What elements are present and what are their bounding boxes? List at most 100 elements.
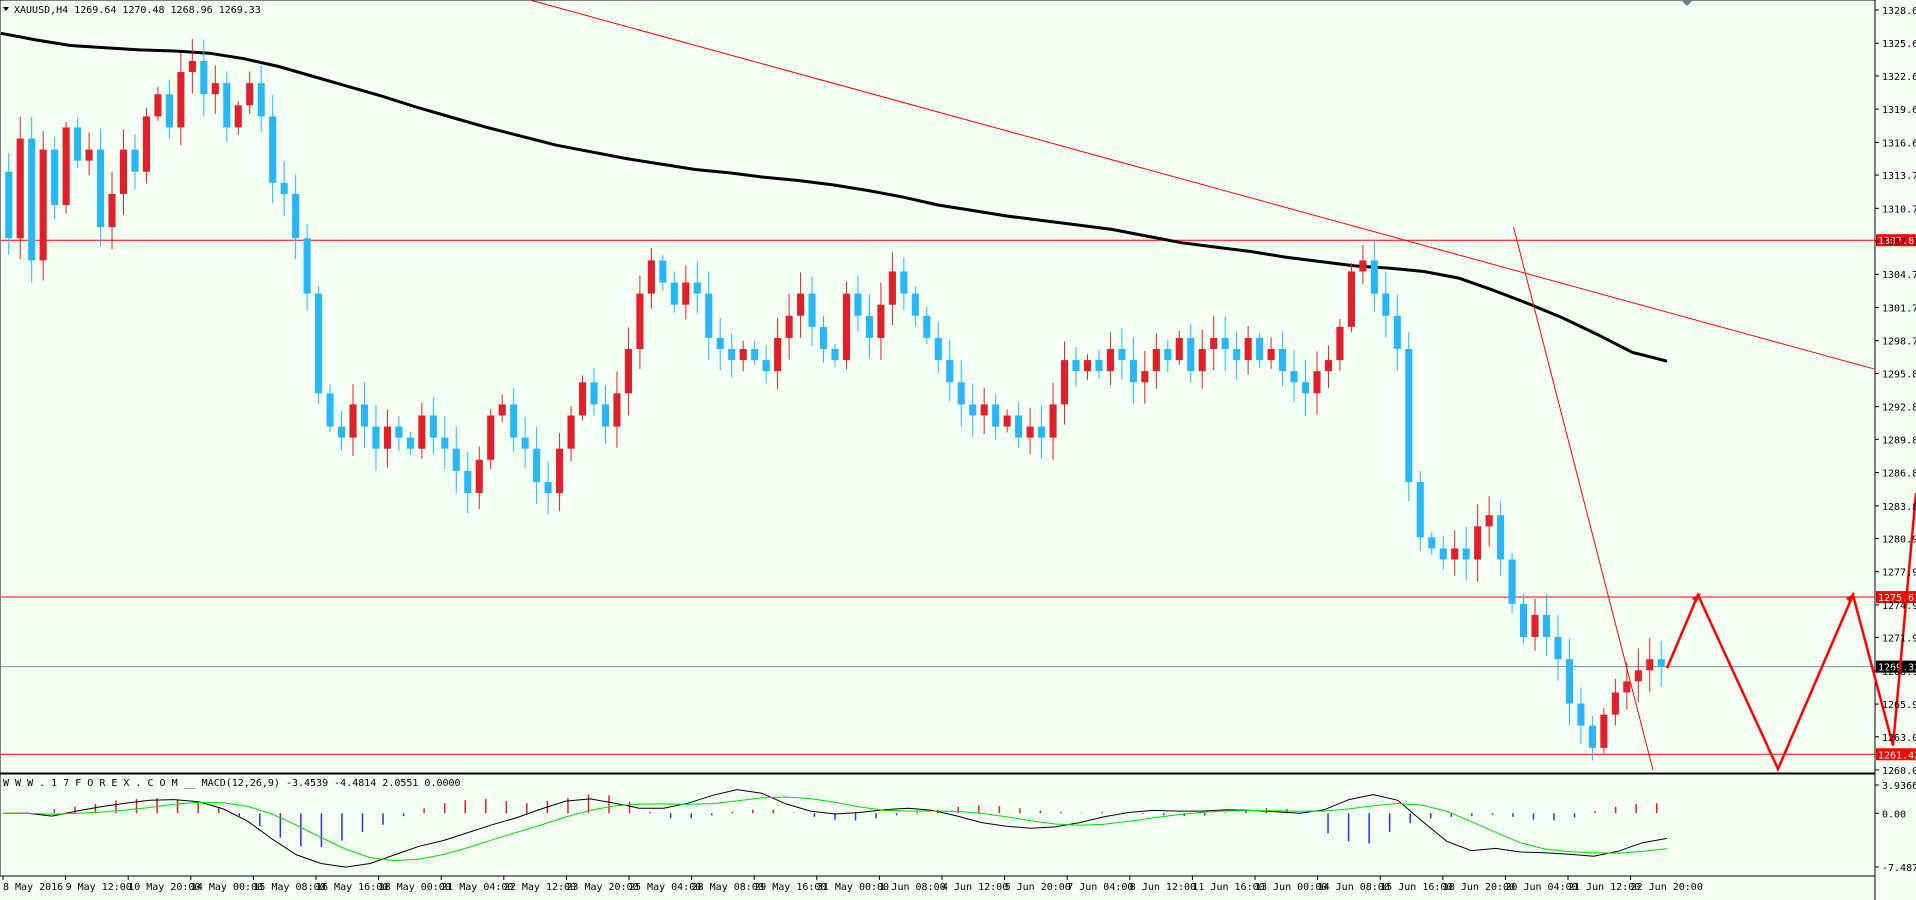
trendline-upper <box>529 0 1875 370</box>
candle-body <box>934 337 942 361</box>
candle-body <box>636 293 644 350</box>
y-tick-label: 1313.70 <box>1882 171 1916 182</box>
trendline-lower <box>1513 227 1654 771</box>
candle-body <box>1129 360 1137 383</box>
candle-body <box>1577 703 1585 726</box>
candle-body <box>39 149 47 261</box>
candle-body <box>1439 548 1447 560</box>
shift-marker-icon[interactable] <box>1682 1 1692 6</box>
candle-body <box>211 83 219 95</box>
candle-body <box>441 437 449 449</box>
candle-body <box>613 393 621 427</box>
candle-body <box>337 426 346 438</box>
x-tick-label: 18 May 00:00 <box>379 882 451 893</box>
candle-body <box>1233 349 1241 361</box>
candle-body <box>533 448 541 482</box>
current-price-label: 1269.33 <box>1878 663 1916 674</box>
level-label-box <box>1876 748 1916 761</box>
candle-body <box>280 182 288 194</box>
candle-body <box>154 94 162 117</box>
candle-body <box>854 293 862 316</box>
x-tick-label: 21 May 04:00 <box>441 882 513 893</box>
candle-body <box>1623 681 1631 693</box>
candle-body <box>808 293 816 327</box>
candle-body <box>16 138 24 239</box>
y-tick-label: 1310.70 <box>1882 204 1916 215</box>
candle-body <box>1198 349 1206 372</box>
candle-body <box>831 349 839 361</box>
dropdown-arrow-icon[interactable] <box>3 7 9 11</box>
y-tick-label: 1298.75 <box>1882 337 1916 348</box>
candle-body <box>223 83 231 128</box>
candle-body <box>1267 349 1275 361</box>
candle-body <box>1531 614 1539 638</box>
candle-body <box>1462 548 1470 560</box>
x-tick-label: 28 May 08:00 <box>692 882 764 893</box>
candle-body <box>85 149 93 161</box>
y-tick-label: 1319.65 <box>1882 105 1916 116</box>
candle-body <box>774 337 782 372</box>
y-tick-label: 1304.75 <box>1882 270 1916 281</box>
candle-body <box>1038 426 1046 438</box>
x-tick-label: 1 Jun 08:00 <box>879 882 945 893</box>
candle-body <box>303 238 311 294</box>
candle-body <box>842 293 851 361</box>
candle-body <box>51 149 59 205</box>
macd-y-tick-label: 3.9366 <box>1882 781 1916 792</box>
x-tick-label: 21 Jun 12:00 <box>1568 882 1640 893</box>
candle-body <box>1083 360 1092 372</box>
candle-body <box>1347 271 1355 327</box>
candle-body <box>475 459 483 494</box>
candle-body <box>1301 382 1310 394</box>
macd-y-tick-label: -7.4873 <box>1882 863 1916 874</box>
candle-body <box>464 470 472 494</box>
macd-header: W W W . 1 7 F O R E X . C O M __ MACD(12… <box>3 778 461 789</box>
candle-body <box>315 293 323 394</box>
candle-body <box>1015 415 1023 438</box>
candle-body <box>762 360 770 372</box>
candle-body <box>693 282 701 294</box>
candle-body <box>1187 337 1195 372</box>
candle-body <box>246 83 254 106</box>
candle-body <box>624 349 632 394</box>
candle-body <box>957 382 965 405</box>
y-tick-label: 1265.95 <box>1882 700 1916 711</box>
candle-body <box>1497 515 1505 560</box>
candle-body <box>1554 637 1562 660</box>
candle-body <box>1657 659 1665 667</box>
x-tick-label: 7 Jun 04:00 <box>1067 882 1133 893</box>
candle-body <box>1003 415 1011 427</box>
candle-body <box>923 315 931 338</box>
candle-body <box>429 415 437 438</box>
candle-body <box>1290 371 1298 383</box>
candle-body <box>510 404 518 438</box>
candle-body <box>1611 692 1619 715</box>
candle-body <box>1485 515 1493 527</box>
candle-body <box>349 404 357 438</box>
candle-body <box>601 404 610 427</box>
candle-body <box>1049 404 1057 438</box>
candle-body <box>544 481 552 494</box>
macd-panel-frame <box>0 773 1876 877</box>
y-tick-label: 1289.85 <box>1882 435 1916 446</box>
candle-body <box>785 315 793 338</box>
candle-body <box>1118 349 1126 361</box>
candle-body <box>142 116 151 172</box>
candle-body <box>177 72 185 128</box>
macd-signal-line <box>3 796 1668 862</box>
candle-body <box>1565 659 1574 704</box>
candle-body <box>1106 349 1114 372</box>
candle-body <box>131 149 139 172</box>
candle-body <box>1164 349 1172 361</box>
candle-body <box>292 193 300 239</box>
candle-body <box>487 415 495 460</box>
projection-arrow-icon <box>1692 592 1701 603</box>
x-tick-label: 18 Jun 20:00 <box>1443 882 1515 893</box>
y-tick-label: 1268.95 <box>1882 667 1916 678</box>
x-tick-label: 8 Jun 12:00 <box>1130 882 1196 893</box>
candle-body <box>360 404 369 427</box>
candle-body <box>1152 349 1160 372</box>
y-tick-label: 1283.85 <box>1882 502 1916 513</box>
candle-body <box>865 315 873 338</box>
